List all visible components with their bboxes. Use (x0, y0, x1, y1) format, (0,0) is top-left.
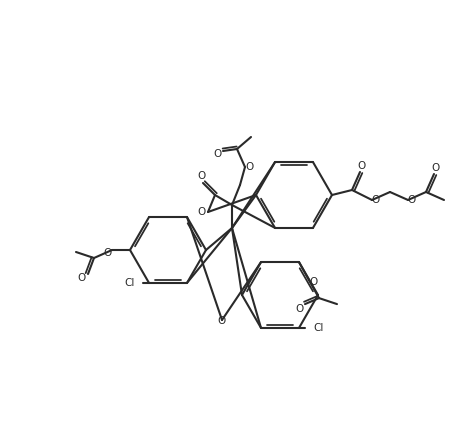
Text: O: O (197, 207, 205, 217)
Text: O: O (245, 162, 253, 172)
Text: Cl: Cl (313, 323, 323, 333)
Text: O: O (104, 248, 112, 258)
Text: O: O (408, 195, 416, 205)
Text: O: O (198, 171, 206, 181)
Text: Cl: Cl (124, 278, 135, 288)
Text: O: O (214, 149, 222, 159)
Text: O: O (296, 304, 304, 314)
Text: O: O (372, 195, 380, 205)
Text: O: O (78, 273, 86, 283)
Text: O: O (309, 277, 317, 287)
Text: O: O (218, 316, 226, 326)
Text: O: O (432, 163, 440, 173)
Text: O: O (358, 161, 366, 171)
